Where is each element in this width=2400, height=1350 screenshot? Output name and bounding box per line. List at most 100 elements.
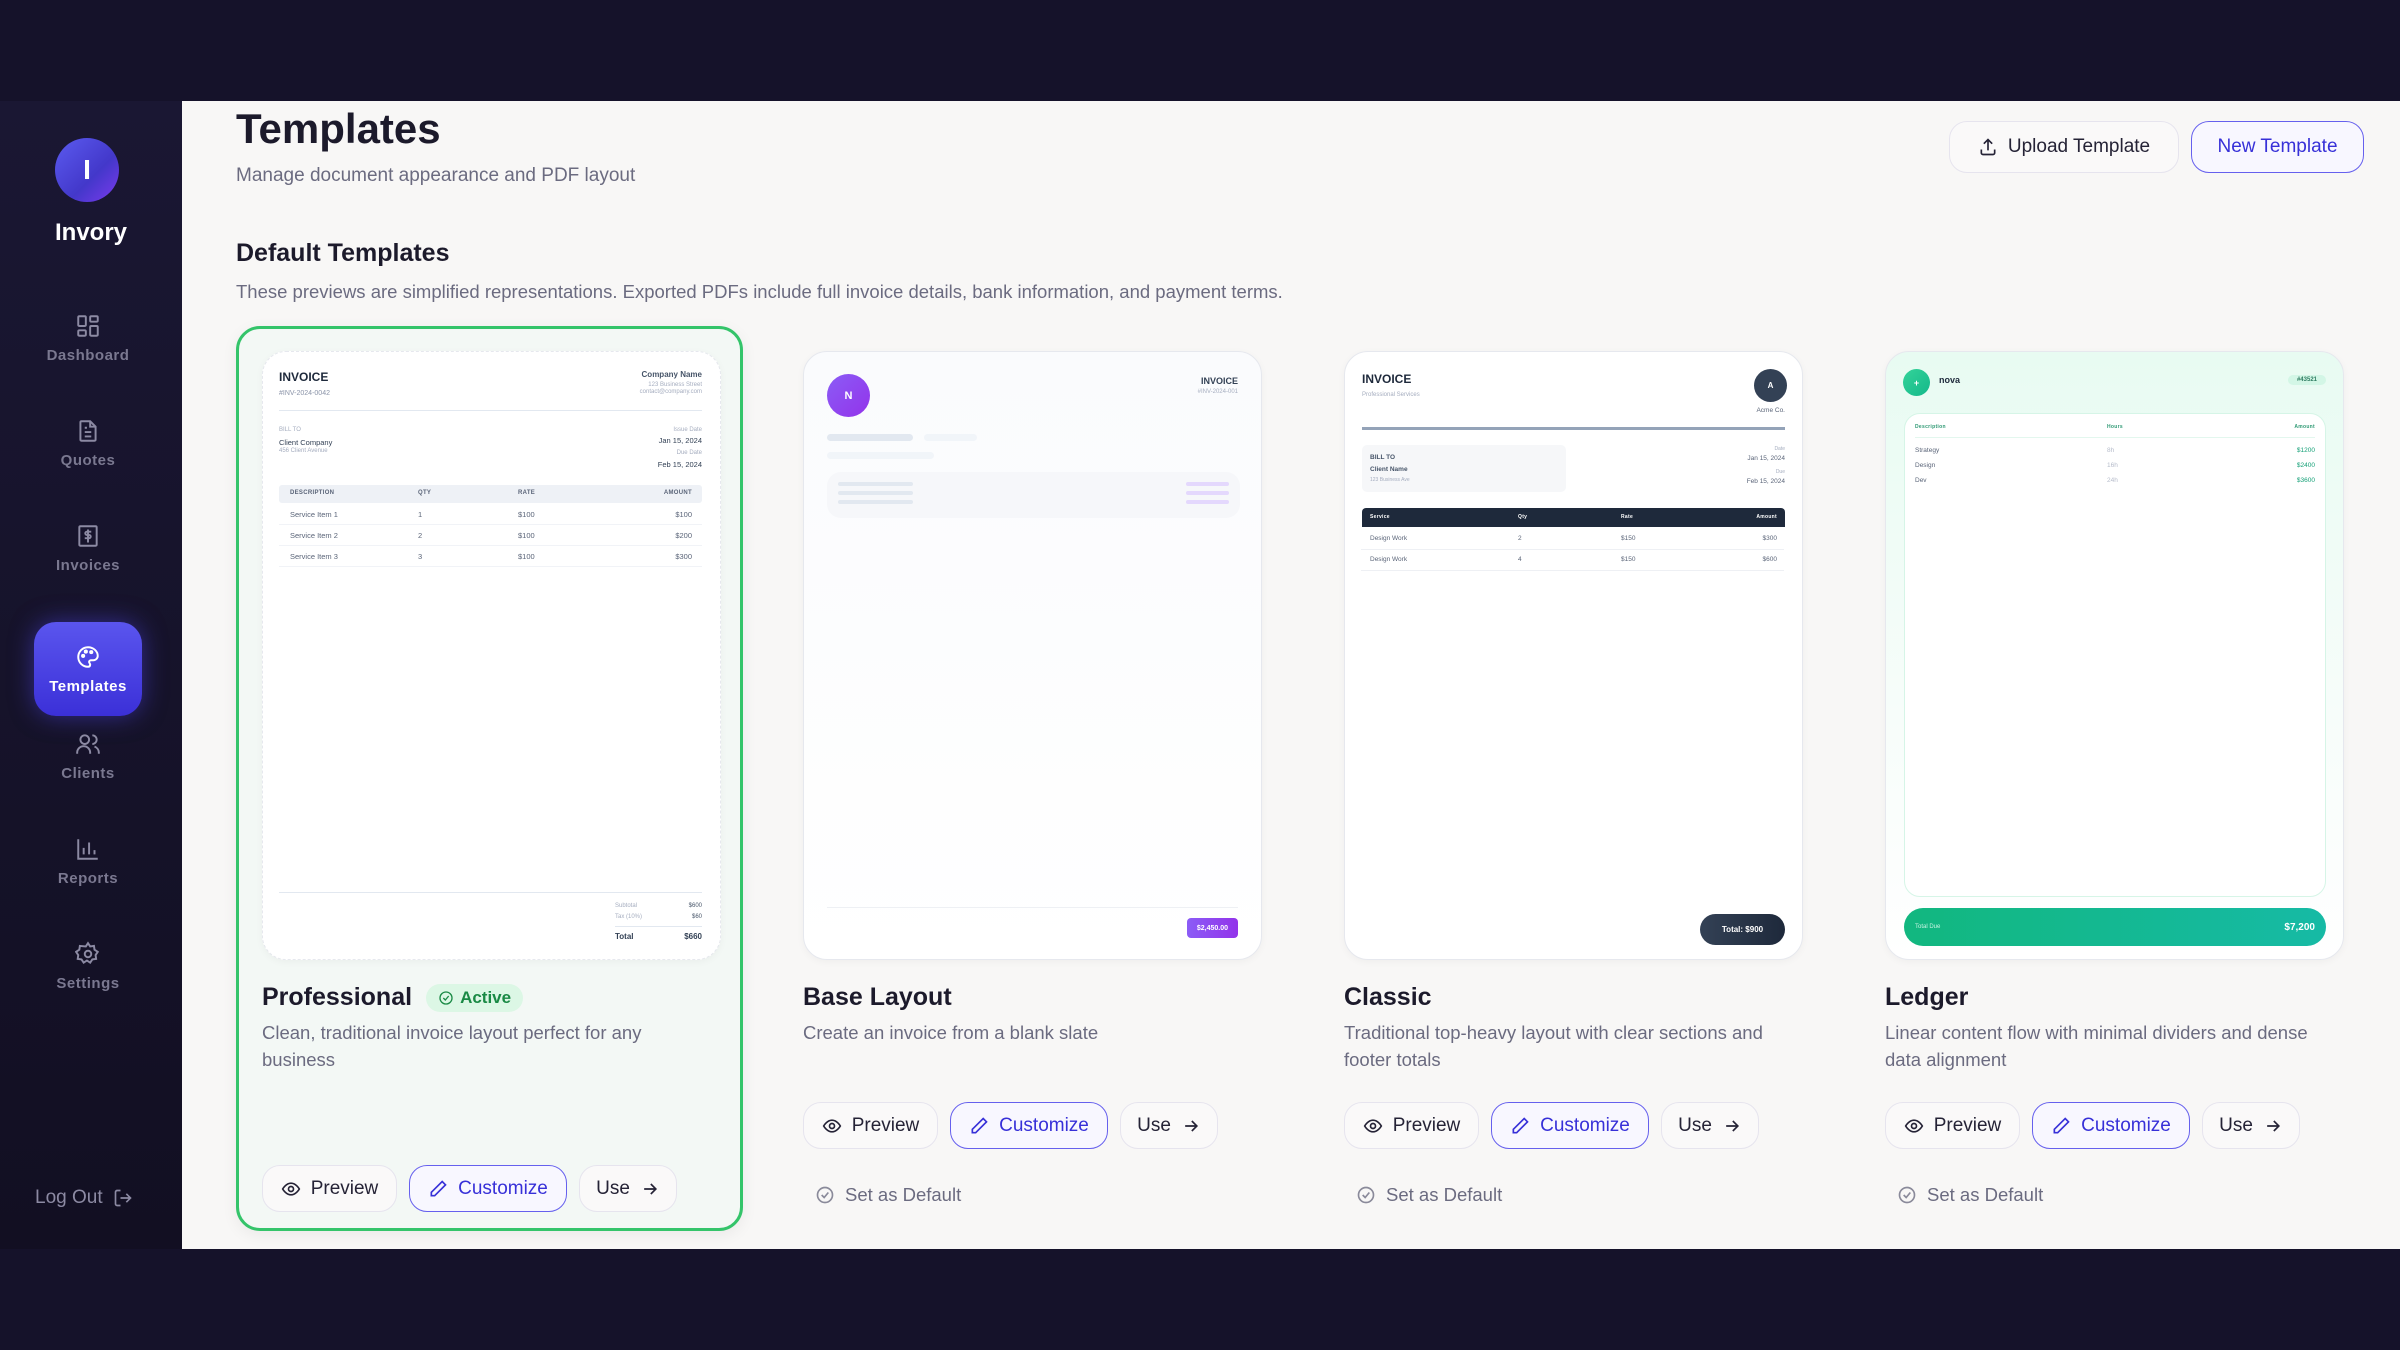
preview-table-cell: QTY (418, 490, 432, 496)
app-logo: I (55, 138, 119, 202)
template-description: Create an invoice from a blank slate (803, 1022, 1099, 1043)
preview-table-cell: 2 (1518, 535, 1522, 542)
use-button[interactable]: Use (579, 1165, 677, 1212)
page-subtitle: Manage document appearance and PDF layou… (236, 165, 636, 186)
upload-icon (1980, 138, 1996, 156)
preview-bill-to: BILL TO (279, 427, 301, 433)
sidebar-item-settings[interactable]: Settings (34, 919, 142, 1013)
logout-icon (114, 1189, 132, 1207)
preview-issue-date: Jan 15, 2024 (658, 436, 702, 445)
set-default-button[interactable]: Set as Default (1356, 1184, 1502, 1206)
preview-heading: INVOICE (1200, 376, 1238, 386)
preview-button[interactable]: Preview (262, 1165, 397, 1212)
arrow-right-icon (1726, 1119, 1739, 1132)
preview-table-cell: Dev (1915, 477, 1927, 484)
preview-subtotal: $600 (688, 903, 702, 909)
preview-table-cell: $150 (1621, 556, 1636, 563)
preview-table-cell: DESCRIPTION (290, 490, 335, 496)
preview-table-cell: $100 (518, 510, 535, 519)
logout-label: Log Out (35, 1187, 103, 1208)
use-button[interactable]: Use (1661, 1102, 1759, 1149)
preview-table-cell: $300 (675, 552, 692, 561)
preview-tax: $60 (691, 914, 702, 920)
template-preview[interactable]: + nova #43521 Description Hours Amount Stra… (1885, 351, 2344, 960)
sidebar-item-dashboard[interactable]: Dashboard (34, 291, 142, 385)
use-label: Use (596, 1177, 630, 1199)
preview-total: $7,200 (2284, 921, 2315, 933)
template-description: Clean, traditional invoice layout perfec… (262, 1022, 642, 1070)
use-button[interactable]: Use (2202, 1102, 2300, 1149)
preview-button[interactable]: Preview (803, 1102, 938, 1149)
preview-number: #INV-2024-001 (1197, 389, 1238, 395)
preview-email: contact@company.com (639, 389, 702, 395)
preview-avatar: A (1754, 369, 1787, 402)
template-card-base-layout: N INVOICE #INV-2024-001 $2,450.00 Base L… (777, 326, 1284, 1231)
template-preview[interactable]: INVOICE Professional Services A Acme Co.… (1344, 351, 1803, 960)
template-preview[interactable]: INVOICE #INV-2024-0042 Company Name 123 … (262, 351, 721, 960)
active-label: Active (460, 987, 512, 1007)
preview-bill-to: BILL TO (1370, 454, 1396, 461)
preview-table-cell: Design Work (1370, 556, 1408, 563)
section-title: Default Templates (236, 239, 450, 267)
customize-button[interactable]: Customize (2032, 1102, 2190, 1149)
preview-table-cell: Qty (1518, 514, 1528, 520)
arrow-right-icon (1185, 1119, 1198, 1132)
new-template-button[interactable]: New Template (2191, 121, 2364, 173)
use-button[interactable]: Use (1120, 1102, 1218, 1149)
sidebar-item-invoices[interactable]: Invoices (34, 501, 142, 595)
bar-chart-icon (77, 838, 98, 860)
preview-label: Preview (1933, 1114, 2002, 1136)
page-title: Templates (236, 105, 441, 152)
preview-table-cell: 2 (418, 531, 423, 540)
template-card-professional: INVOICE #INV-2024-0042 Company Name 123 … (236, 326, 743, 1231)
sidebar-item-quotes[interactable]: Quotes (34, 396, 142, 490)
sidebar-item-reports[interactable]: Reports (34, 814, 142, 908)
check-circle-icon (816, 1186, 834, 1204)
preview-issue-label: Issue Date (673, 427, 702, 433)
preview-button[interactable]: Preview (1344, 1102, 1479, 1149)
sidebar-item-templates[interactable]: Templates (34, 622, 142, 716)
upload-template-button[interactable]: Upload Template (1949, 121, 2179, 173)
preview-total: Total: $900 (1700, 914, 1785, 945)
preview-table-cell: 4 (1518, 556, 1522, 563)
preview-button[interactable]: Preview (1885, 1102, 2020, 1149)
sidebar-item-label: Invoices (55, 556, 121, 574)
card-actions: Preview Customize Use (1885, 1102, 2300, 1149)
gear-icon (75, 940, 100, 964)
preview-label: Preview (851, 1114, 920, 1136)
palette-icon (77, 645, 99, 668)
template-preview[interactable]: N INVOICE #INV-2024-001 $2,450.00 (803, 351, 1262, 960)
check-circle-icon (1357, 1186, 1375, 1204)
eye-icon (1363, 1118, 1382, 1133)
sidebar-item-clients[interactable]: Clients (34, 709, 142, 803)
preview-due-date: Feb 15, 2024 (657, 460, 702, 469)
main-content: Templates Manage document appearance and… (182, 101, 2400, 1249)
customize-button[interactable]: Customize (1491, 1102, 1649, 1149)
template-title: Base Layout (803, 983, 952, 1011)
preview-total: $660 (684, 932, 702, 941)
new-template-label: New Template (2217, 136, 2338, 157)
preview-logo-plus-icon: + (1903, 369, 1930, 396)
set-default-button[interactable]: Set as Default (1897, 1184, 2043, 1206)
use-label: Use (1137, 1114, 1171, 1136)
set-default-button[interactable]: Set as Default (815, 1184, 961, 1206)
set-default-label: Set as Default (1927, 1184, 2044, 1205)
dashboard-icon (77, 314, 99, 337)
check-circle-icon (439, 990, 453, 1005)
preview-label: Preview (310, 1177, 379, 1199)
app-name: Invory (54, 219, 128, 246)
preview-table-cell: $100 (518, 531, 535, 540)
customize-button[interactable]: Customize (950, 1102, 1108, 1149)
preview-table-cell: Service (1370, 514, 1390, 520)
preview-due: Feb 15, 2024 (1746, 478, 1785, 485)
template-title: Professional Active (262, 983, 524, 1012)
preview-table-cell: $150 (1621, 535, 1636, 542)
preview-address: 123 Business Street (648, 382, 702, 388)
logout-button[interactable]: Log Out (35, 1187, 133, 1209)
customize-button[interactable]: Customize (409, 1165, 567, 1212)
preview-number: #43521 (2287, 375, 2326, 385)
template-card-classic: INVOICE Professional Services A Acme Co.… (1318, 326, 1825, 1231)
preview-table-cell: 16h (2107, 462, 2118, 469)
template-title: Ledger (1885, 983, 1969, 1011)
sidebar-item-label: Clients (61, 764, 115, 782)
